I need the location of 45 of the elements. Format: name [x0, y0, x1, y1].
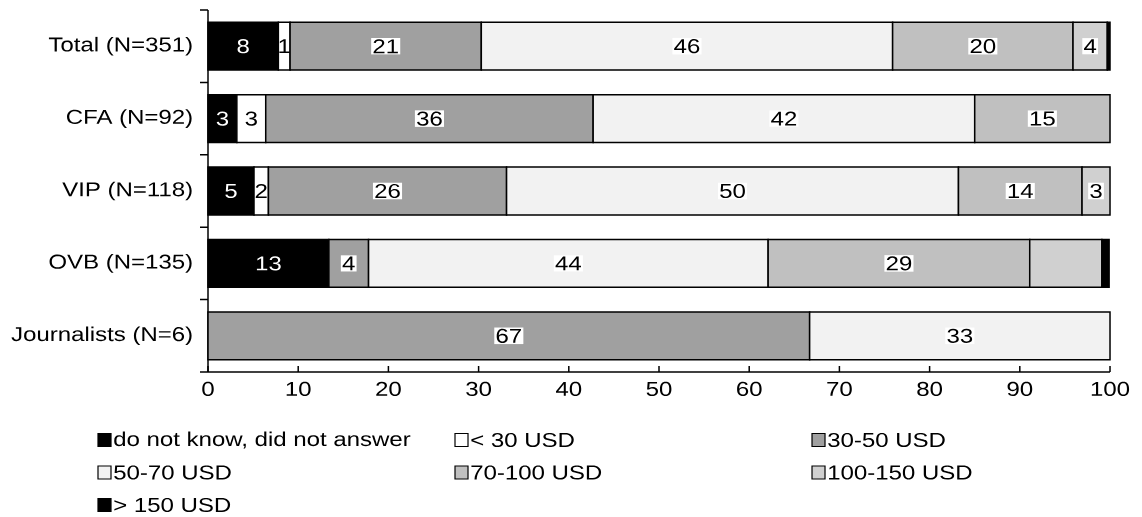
data-label: 44 — [555, 256, 581, 271]
x-tick-label: 50 — [646, 381, 672, 397]
data-label: 5 — [225, 184, 237, 198]
x-tick-label: 60 — [737, 381, 762, 397]
y-tick-label: Journalists (N=6) — [11, 326, 192, 346]
legend-label: < 30 USD — [471, 432, 574, 448]
data-label: 13 — [256, 256, 281, 271]
data-label: 3 — [1090, 183, 1102, 199]
data-label: 15 — [1030, 111, 1055, 126]
legend-label: > 150 USD — [114, 497, 231, 513]
data-label: 21 — [373, 39, 398, 54]
data-label: 20 — [970, 39, 996, 54]
x-tick-label: 30 — [466, 381, 492, 397]
data-label: 4 — [1084, 39, 1097, 54]
legend-label: 70-100 USD — [471, 465, 602, 480]
y-tick-label: VIP (N=118) — [62, 181, 192, 201]
y-tick-label: CFA (N=92) — [66, 109, 192, 128]
x-tick-label: 100 — [1091, 381, 1130, 397]
y-tick-label: OVB (N=135) — [49, 254, 192, 273]
data-label: 4 — [342, 256, 355, 271]
data-label: 50 — [720, 183, 745, 199]
y-tick-label: Total (N=351) — [48, 36, 192, 56]
data-label: 29 — [886, 256, 912, 271]
x-tick-label: 70 — [827, 381, 852, 397]
x-tick-label: 10 — [286, 381, 311, 397]
legend-label: 100-150 USD — [829, 465, 972, 480]
data-label: 36 — [417, 111, 442, 126]
data-label: 3 — [216, 111, 229, 126]
data-label: 2 — [255, 184, 267, 198]
x-tick-label: 90 — [1007, 381, 1033, 397]
x-tick-label: 40 — [556, 381, 582, 397]
data-label: 14 — [1008, 184, 1033, 198]
legend-label: do not know, did not answer — [114, 431, 411, 449]
data-label: 3 — [245, 111, 257, 126]
data-label: 33 — [947, 328, 973, 343]
data-label: 8 — [237, 39, 249, 54]
data-label: 26 — [375, 183, 400, 199]
x-tick-label: 80 — [917, 381, 943, 397]
x-tick-label: 20 — [376, 381, 401, 397]
x-tick-label: 0 — [202, 381, 214, 397]
data-label: 67 — [496, 328, 521, 343]
data-label: 42 — [771, 111, 797, 126]
legend-label: 50-70 USD — [114, 465, 231, 480]
legend-label: 30-50 USD — [828, 432, 945, 448]
data-label: 46 — [674, 39, 700, 54]
